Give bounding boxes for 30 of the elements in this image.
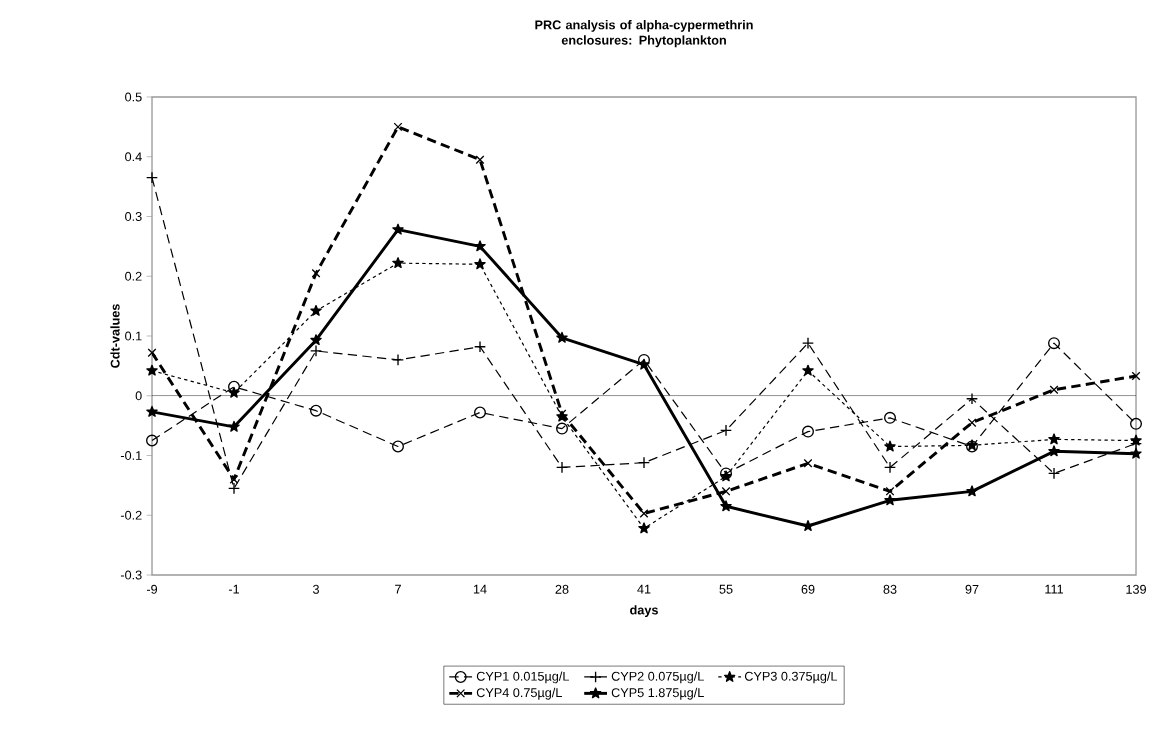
y-tick-label: 0.3: [125, 212, 142, 221]
x-tick-label: -9: [146, 584, 158, 594]
chart-title: PRC analysis of alpha-cypermethrin enclosures: Phytoplankton: [535, 20, 753, 48]
x-tick-label: 69: [801, 584, 815, 594]
y-tick-label: -0.3: [120, 570, 142, 580]
y-axis-title: Cdt-values: [110, 304, 120, 368]
x-tick-label: 139: [1126, 584, 1146, 594]
y-tick-label: 0.5: [125, 92, 142, 102]
x-tick-label: 83: [883, 584, 897, 594]
x-tick-label: 7: [395, 584, 401, 594]
y-tick-label: 0.1: [125, 331, 142, 341]
y-tick-label: -0.1: [120, 451, 142, 460]
x-tick-label: 28: [555, 584, 569, 594]
legend-label: CYP4 0.75µg/L: [476, 687, 562, 700]
legend-label: CYP2 0.075µg/L: [611, 671, 704, 684]
x-tick-label: 111: [1045, 584, 1064, 594]
x-tick-label: 55: [719, 584, 733, 594]
x-tick-label: -1: [228, 584, 240, 594]
x-tick-label: 97: [965, 584, 979, 594]
x-tick-label: 3: [312, 584, 319, 594]
x-axis-title: days: [630, 605, 658, 617]
legend-label: CYP3 0.375µg/L: [744, 671, 838, 684]
legend-label: CYP5 1.875µg/L: [611, 687, 704, 700]
x-tick-label: 14: [473, 584, 487, 594]
x-tick-label: 41: [637, 584, 651, 594]
y-tick-label: 0: [135, 391, 142, 401]
legend-label: CYP1 0.015µg/L: [476, 671, 569, 684]
y-tick-label: 0.2: [125, 271, 142, 281]
y-tick-label: -0.2: [120, 510, 142, 520]
y-tick-label: 0.4: [125, 152, 142, 162]
